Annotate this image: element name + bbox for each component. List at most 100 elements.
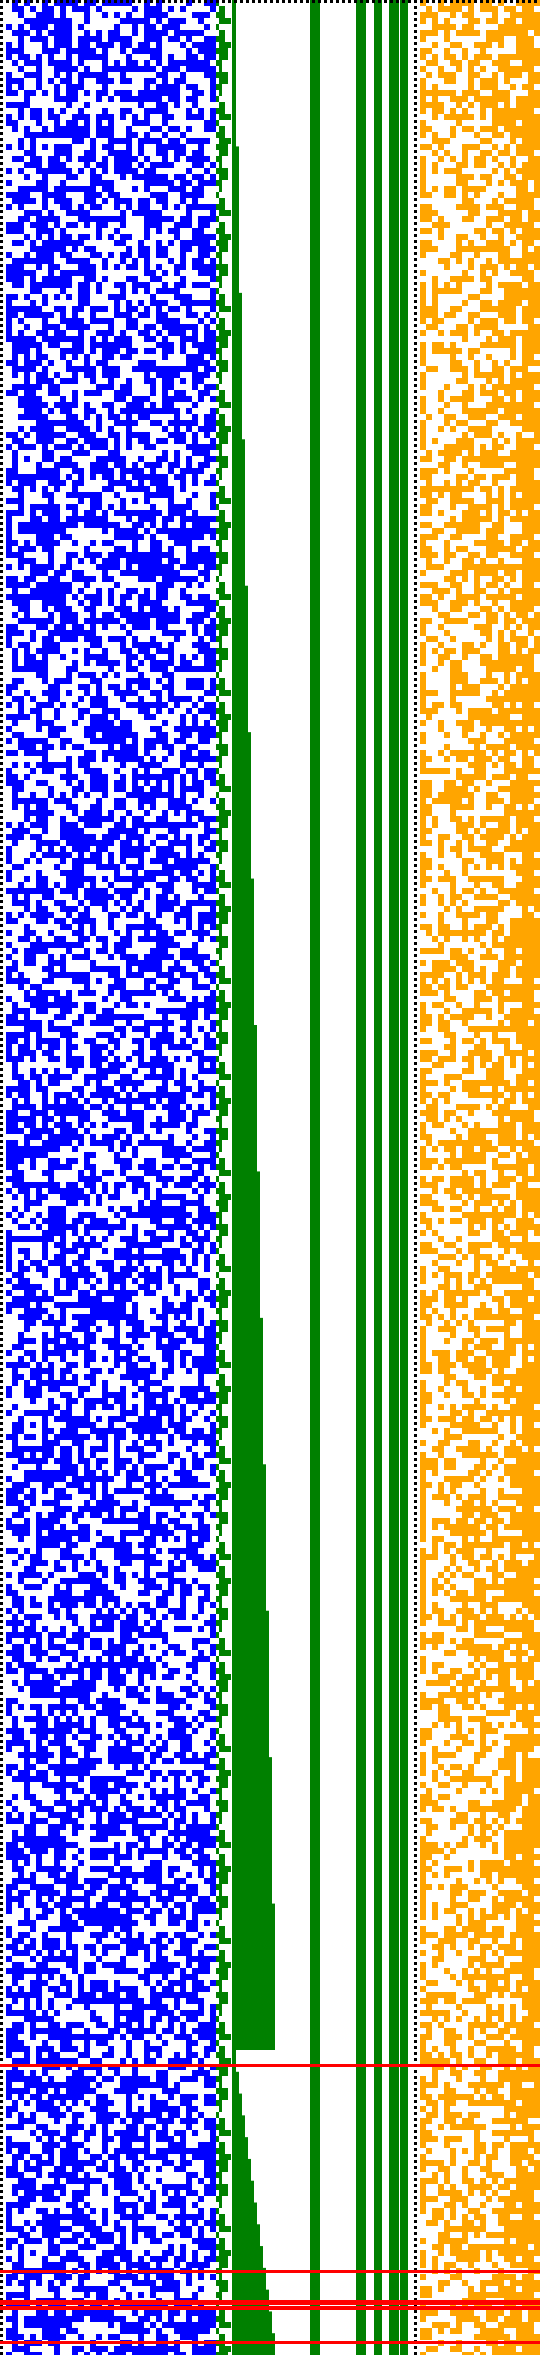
blue-bit-run — [36, 2046, 54, 2052]
orange-bit — [420, 18, 426, 24]
blue-bit-run — [174, 2328, 210, 2334]
green-edge-bit — [219, 186, 222, 192]
orange-bit — [534, 528, 540, 534]
blue-bit-run — [144, 1464, 168, 1470]
blue-bit-run — [6, 1140, 18, 1146]
orange-bit — [420, 432, 426, 438]
blue-bit-run — [24, 234, 30, 240]
blue-bit-run — [18, 1224, 30, 1230]
blue-bit-run — [6, 1590, 18, 1596]
green-edge-bit — [219, 426, 231, 432]
blue-bit-run — [48, 1812, 72, 1818]
blue-bit-run — [156, 1128, 162, 1134]
orange-bit — [456, 42, 462, 48]
orange-bit — [516, 432, 522, 438]
blue-bit-run — [6, 2352, 12, 2355]
blue-bit-run — [150, 1998, 162, 2004]
blue-bit-run — [156, 150, 168, 156]
orange-bit — [528, 204, 534, 210]
orange-bit — [516, 144, 522, 150]
blue-bit-run — [18, 2244, 24, 2250]
blue-bit-run — [12, 1530, 30, 1536]
blue-bit-run — [90, 2058, 102, 2064]
blue-bit-run — [36, 438, 54, 444]
blue-bit-run — [126, 1806, 144, 1812]
blue-bit-run — [180, 522, 186, 528]
blue-bit-run — [6, 1818, 24, 1824]
orange-bit — [522, 294, 528, 300]
orange-bit — [474, 60, 480, 66]
blue-bit-run — [42, 966, 54, 972]
blue-bit-run — [36, 2208, 48, 2214]
blue-bit-run — [42, 1098, 48, 1104]
blue-bit-run — [120, 696, 126, 702]
blue-bit-run — [180, 1302, 192, 1308]
orange-bit — [534, 258, 540, 264]
blue-bit-run — [168, 1458, 174, 1464]
blue-bit-run — [12, 1446, 54, 1452]
blue-bit-run — [78, 2280, 84, 2286]
blue-bit-run — [6, 1992, 42, 1998]
orange-bit — [480, 516, 486, 522]
blue-bit-run — [144, 6, 162, 12]
blue-bit-run — [6, 72, 12, 78]
blue-bit-run — [186, 618, 204, 624]
orange-bit — [528, 390, 534, 396]
blue-bit-run — [18, 114, 24, 120]
blue-bit-run — [96, 2040, 108, 2046]
blue-bit-run — [126, 2016, 144, 2022]
blue-bit-run — [156, 1338, 162, 1344]
blue-bit-run — [60, 828, 84, 834]
blue-bit-run — [96, 414, 102, 420]
blue-bit-run — [48, 108, 54, 114]
blue-bit-run — [186, 48, 192, 54]
orange-bit — [450, 24, 456, 30]
blue-bit-run — [90, 1368, 102, 1374]
blue-bit-run — [174, 1080, 186, 1086]
blue-bit-run — [18, 1536, 24, 1542]
blue-bit-run — [36, 762, 72, 768]
blue-bit-run — [90, 318, 114, 324]
blue-bit-run — [120, 474, 126, 480]
orange-bit — [534, 252, 540, 258]
green-solid-column — [389, 0, 399, 2355]
orange-bit — [534, 246, 540, 252]
blue-bit-run — [186, 210, 192, 216]
blue-bit-run — [132, 2160, 144, 2166]
blue-bit-run — [144, 2274, 150, 2280]
blue-bit-run — [180, 246, 192, 252]
blue-bit-run — [84, 2148, 90, 2154]
orange-bit — [462, 30, 468, 36]
blue-bit-run — [156, 846, 174, 852]
blue-bit-run — [210, 1890, 216, 1896]
green-edge-bit — [216, 828, 222, 834]
blue-bit-run — [198, 348, 216, 354]
blue-bit-run — [186, 1674, 192, 1680]
blue-bit-run — [126, 618, 150, 624]
blue-bit-run — [156, 1284, 162, 1290]
green-edge-bit — [216, 2124, 225, 2130]
blue-bit-run — [156, 1896, 174, 1902]
orange-bit — [516, 66, 522, 72]
blue-bit-run — [60, 738, 72, 744]
orange-bit — [468, 264, 474, 270]
blue-bit-run — [132, 1026, 150, 1032]
orange-bit — [534, 162, 540, 168]
blue-bit-run — [72, 702, 78, 708]
orange-bit — [420, 36, 426, 42]
blue-bit-run — [12, 2262, 24, 2268]
blue-bit-run — [30, 1650, 48, 1656]
blue-bit-run — [24, 174, 30, 180]
blue-bit-run — [18, 744, 36, 750]
orange-bit — [510, 414, 516, 420]
blue-bit-run — [12, 282, 24, 288]
blue-bit-run — [150, 1860, 162, 1866]
orange-bit — [492, 120, 498, 126]
blue-bit-run — [84, 660, 90, 666]
blue-bit-run — [60, 1194, 90, 1200]
blue-bit-run — [42, 2334, 66, 2340]
blue-bit-run — [12, 2184, 36, 2190]
blue-bit-run — [150, 1038, 174, 1044]
orange-bit — [432, 366, 438, 372]
blue-bit-run — [12, 948, 18, 954]
